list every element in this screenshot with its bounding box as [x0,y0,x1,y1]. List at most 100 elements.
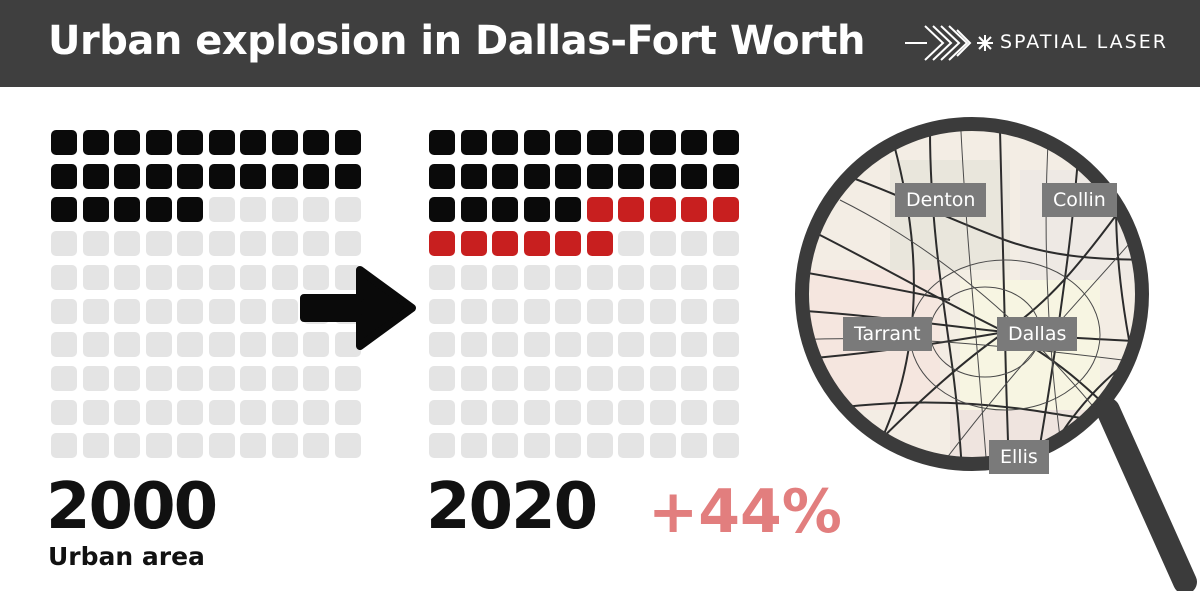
waffle-cell-existing [618,163,644,189]
waffle-cell-empty [460,365,487,391]
county-label-ellis: Ellis [989,440,1049,474]
header-bar: Urban explosion in Dallas-Fort Worth SPA… [0,0,1200,87]
waffle-cell-empty [523,332,550,358]
waffle-cell-empty [429,399,455,425]
spatial-laser-logo-icon [905,25,993,61]
waffle-cell-empty [681,433,707,459]
waffle-cell-empty [492,433,518,459]
waffle-cell-empty [523,399,550,425]
waffle-cell-existing [492,163,518,189]
waffle-cell-empty [145,399,172,425]
waffle-cell-existing [460,163,487,189]
waffle-cell-empty [82,365,109,391]
waffle-cell-existing [555,163,581,189]
waffle-cell-new [460,231,487,257]
waffle-cell-empty [492,399,518,425]
waffle-cell-empty [429,298,455,324]
waffle-cell-empty [555,433,581,459]
waffle-cell-empty [555,332,581,358]
waffle-cell-empty [649,332,676,358]
magnifier-map: Denton Collin Tarrant Dallas Ellis [790,110,1200,595]
waffle-cell-empty [712,332,739,358]
waffle-cell-empty [114,231,140,257]
waffle-cell-empty [208,433,235,459]
waffle-cell-empty [712,231,739,257]
waffle-cell-empty [618,231,644,257]
waffle-cell-empty [303,231,329,257]
waffle-cell-empty [618,399,644,425]
waffle-cell-empty [649,298,676,324]
waffle-cell-existing [649,130,676,155]
waffle-cell-empty [303,365,329,391]
waffle-cell-empty [145,365,172,391]
waffle-cell-empty [82,231,109,257]
waffle-cell-empty [177,264,203,290]
waffle-cell-empty [271,365,298,391]
waffle-cell-empty [177,433,203,459]
waffle-cell-existing [492,197,518,223]
waffle-cell-empty [240,399,266,425]
waffle-cell-empty [555,365,581,391]
waffle-cell-empty [303,264,329,290]
waffle-cell-empty [712,365,739,391]
waffle-cell-empty [649,264,676,290]
waffle-cell-empty [145,332,172,358]
waffle-cell-existing [712,130,739,155]
waffle-cell-empty [177,399,203,425]
waffle-cell-empty [82,399,109,425]
waffle-cell-new [492,231,518,257]
waffle-cell-existing [460,197,487,223]
waffle-cell-empty [681,298,707,324]
waffle-cell-existing [492,130,518,155]
waffle-cell-existing [649,163,676,189]
waffle-cell-existing [334,130,361,155]
waffle-cell-existing [429,130,455,155]
waffle-cell-empty [618,365,644,391]
waffle-cell-empty [523,298,550,324]
waffle-cell-existing [586,130,613,155]
waffle-cell-empty [51,298,77,324]
waffle-cell-empty [586,399,613,425]
waffle-cell-empty [177,231,203,257]
waffle-cell-empty [334,197,361,223]
waffle-cell-existing [523,163,550,189]
waffle-cell-empty [177,332,203,358]
waffle-cell-empty [555,399,581,425]
waffle-cell-empty [649,399,676,425]
waffle-cell-existing [177,197,203,223]
waffle-cell-existing [240,163,266,189]
waffle-cell-empty [240,298,266,324]
waffle-cell-empty [618,264,644,290]
waffle-cell-existing [460,130,487,155]
waffle-cell-existing [681,130,707,155]
waffle-cell-empty [523,264,550,290]
waffle-cell-existing [429,163,455,189]
year-label-2020: 2020 [426,470,598,544]
waffle-cell-existing [555,130,581,155]
waffle-cell-empty [334,231,361,257]
waffle-cell-empty [82,264,109,290]
waffle-cell-empty [51,433,77,459]
waffle-cell-empty [649,365,676,391]
waffle-cell-empty [271,197,298,223]
waffle-cell-empty [586,332,613,358]
year-label-2000: 2000 [46,470,218,544]
waffle-cell-empty [114,399,140,425]
waffle-cell-empty [208,365,235,391]
waffle-cell-empty [82,332,109,358]
waffle-cell-empty [618,332,644,358]
waffle-cell-existing [114,197,140,223]
waffle-cell-empty [586,264,613,290]
waffle-cell-empty [271,399,298,425]
waffle-cell-empty [51,399,77,425]
waffle-cell-new [523,231,550,257]
waffle-cell-empty [618,298,644,324]
waffle-cell-empty [429,264,455,290]
waffle-cell-empty [208,332,235,358]
waffle-cell-empty [460,332,487,358]
waffle-cell-existing [177,130,203,155]
waffle-cell-empty [271,332,298,358]
waffle-cell-empty [334,399,361,425]
waffle-cell-empty [240,264,266,290]
waffle-cell-empty [334,365,361,391]
